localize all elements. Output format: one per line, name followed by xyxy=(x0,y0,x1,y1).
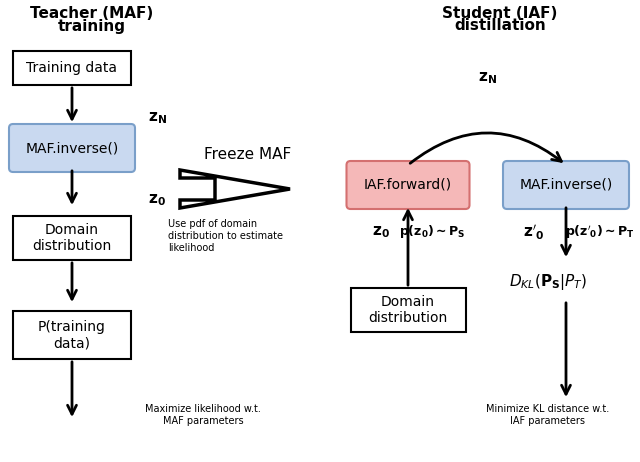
Text: Teacher (MAF): Teacher (MAF) xyxy=(30,6,154,22)
Text: $\mathbf{z_N}$: $\mathbf{z_N}$ xyxy=(477,70,497,86)
Text: P(training
data): P(training data) xyxy=(38,320,106,350)
Text: distillation: distillation xyxy=(454,18,546,34)
Text: Maximize likelihood w.t.
MAF parameters: Maximize likelihood w.t. MAF parameters xyxy=(145,404,261,426)
Text: $\mathbf{z_N}$: $\mathbf{z_N}$ xyxy=(148,110,167,126)
Text: Training data: Training data xyxy=(26,61,118,75)
Text: $\mathbf{p(z_0) \sim P_S}$: $\mathbf{p(z_0) \sim P_S}$ xyxy=(399,224,465,241)
Text: MAF.inverse(): MAF.inverse() xyxy=(26,141,118,155)
Polygon shape xyxy=(180,170,290,208)
Text: $\mathbf{p(z'_0) \sim P_T}$: $\mathbf{p(z'_0) \sim P_T}$ xyxy=(565,223,635,241)
Text: MAF.inverse(): MAF.inverse() xyxy=(520,178,612,192)
FancyBboxPatch shape xyxy=(13,51,131,85)
Text: training: training xyxy=(58,18,126,34)
Text: $D_{KL}(\mathbf{P_S}|P_T)$: $D_{KL}(\mathbf{P_S}|P_T)$ xyxy=(509,272,588,292)
Text: Student (IAF): Student (IAF) xyxy=(442,6,557,22)
Text: Domain
distribution: Domain distribution xyxy=(33,223,111,253)
Text: $\mathbf{z_0}$: $\mathbf{z_0}$ xyxy=(148,192,166,208)
FancyBboxPatch shape xyxy=(9,124,135,172)
FancyBboxPatch shape xyxy=(503,161,629,209)
FancyBboxPatch shape xyxy=(13,216,131,260)
FancyBboxPatch shape xyxy=(351,288,465,332)
Text: Domain
distribution: Domain distribution xyxy=(369,295,447,325)
Text: Use pdf of domain
distribution to estimate
likelihood: Use pdf of domain distribution to estima… xyxy=(168,219,283,253)
FancyBboxPatch shape xyxy=(346,161,470,209)
Text: Minimize KL distance w.t.
IAF parameters: Minimize KL distance w.t. IAF parameters xyxy=(486,404,610,426)
Text: $\mathbf{z'_0}$: $\mathbf{z'_0}$ xyxy=(524,222,545,242)
Text: $\mathbf{z_0}$: $\mathbf{z_0}$ xyxy=(372,224,390,240)
FancyBboxPatch shape xyxy=(13,311,131,359)
Text: Freeze MAF: Freeze MAF xyxy=(204,147,292,162)
Text: IAF.forward(): IAF.forward() xyxy=(364,178,452,192)
